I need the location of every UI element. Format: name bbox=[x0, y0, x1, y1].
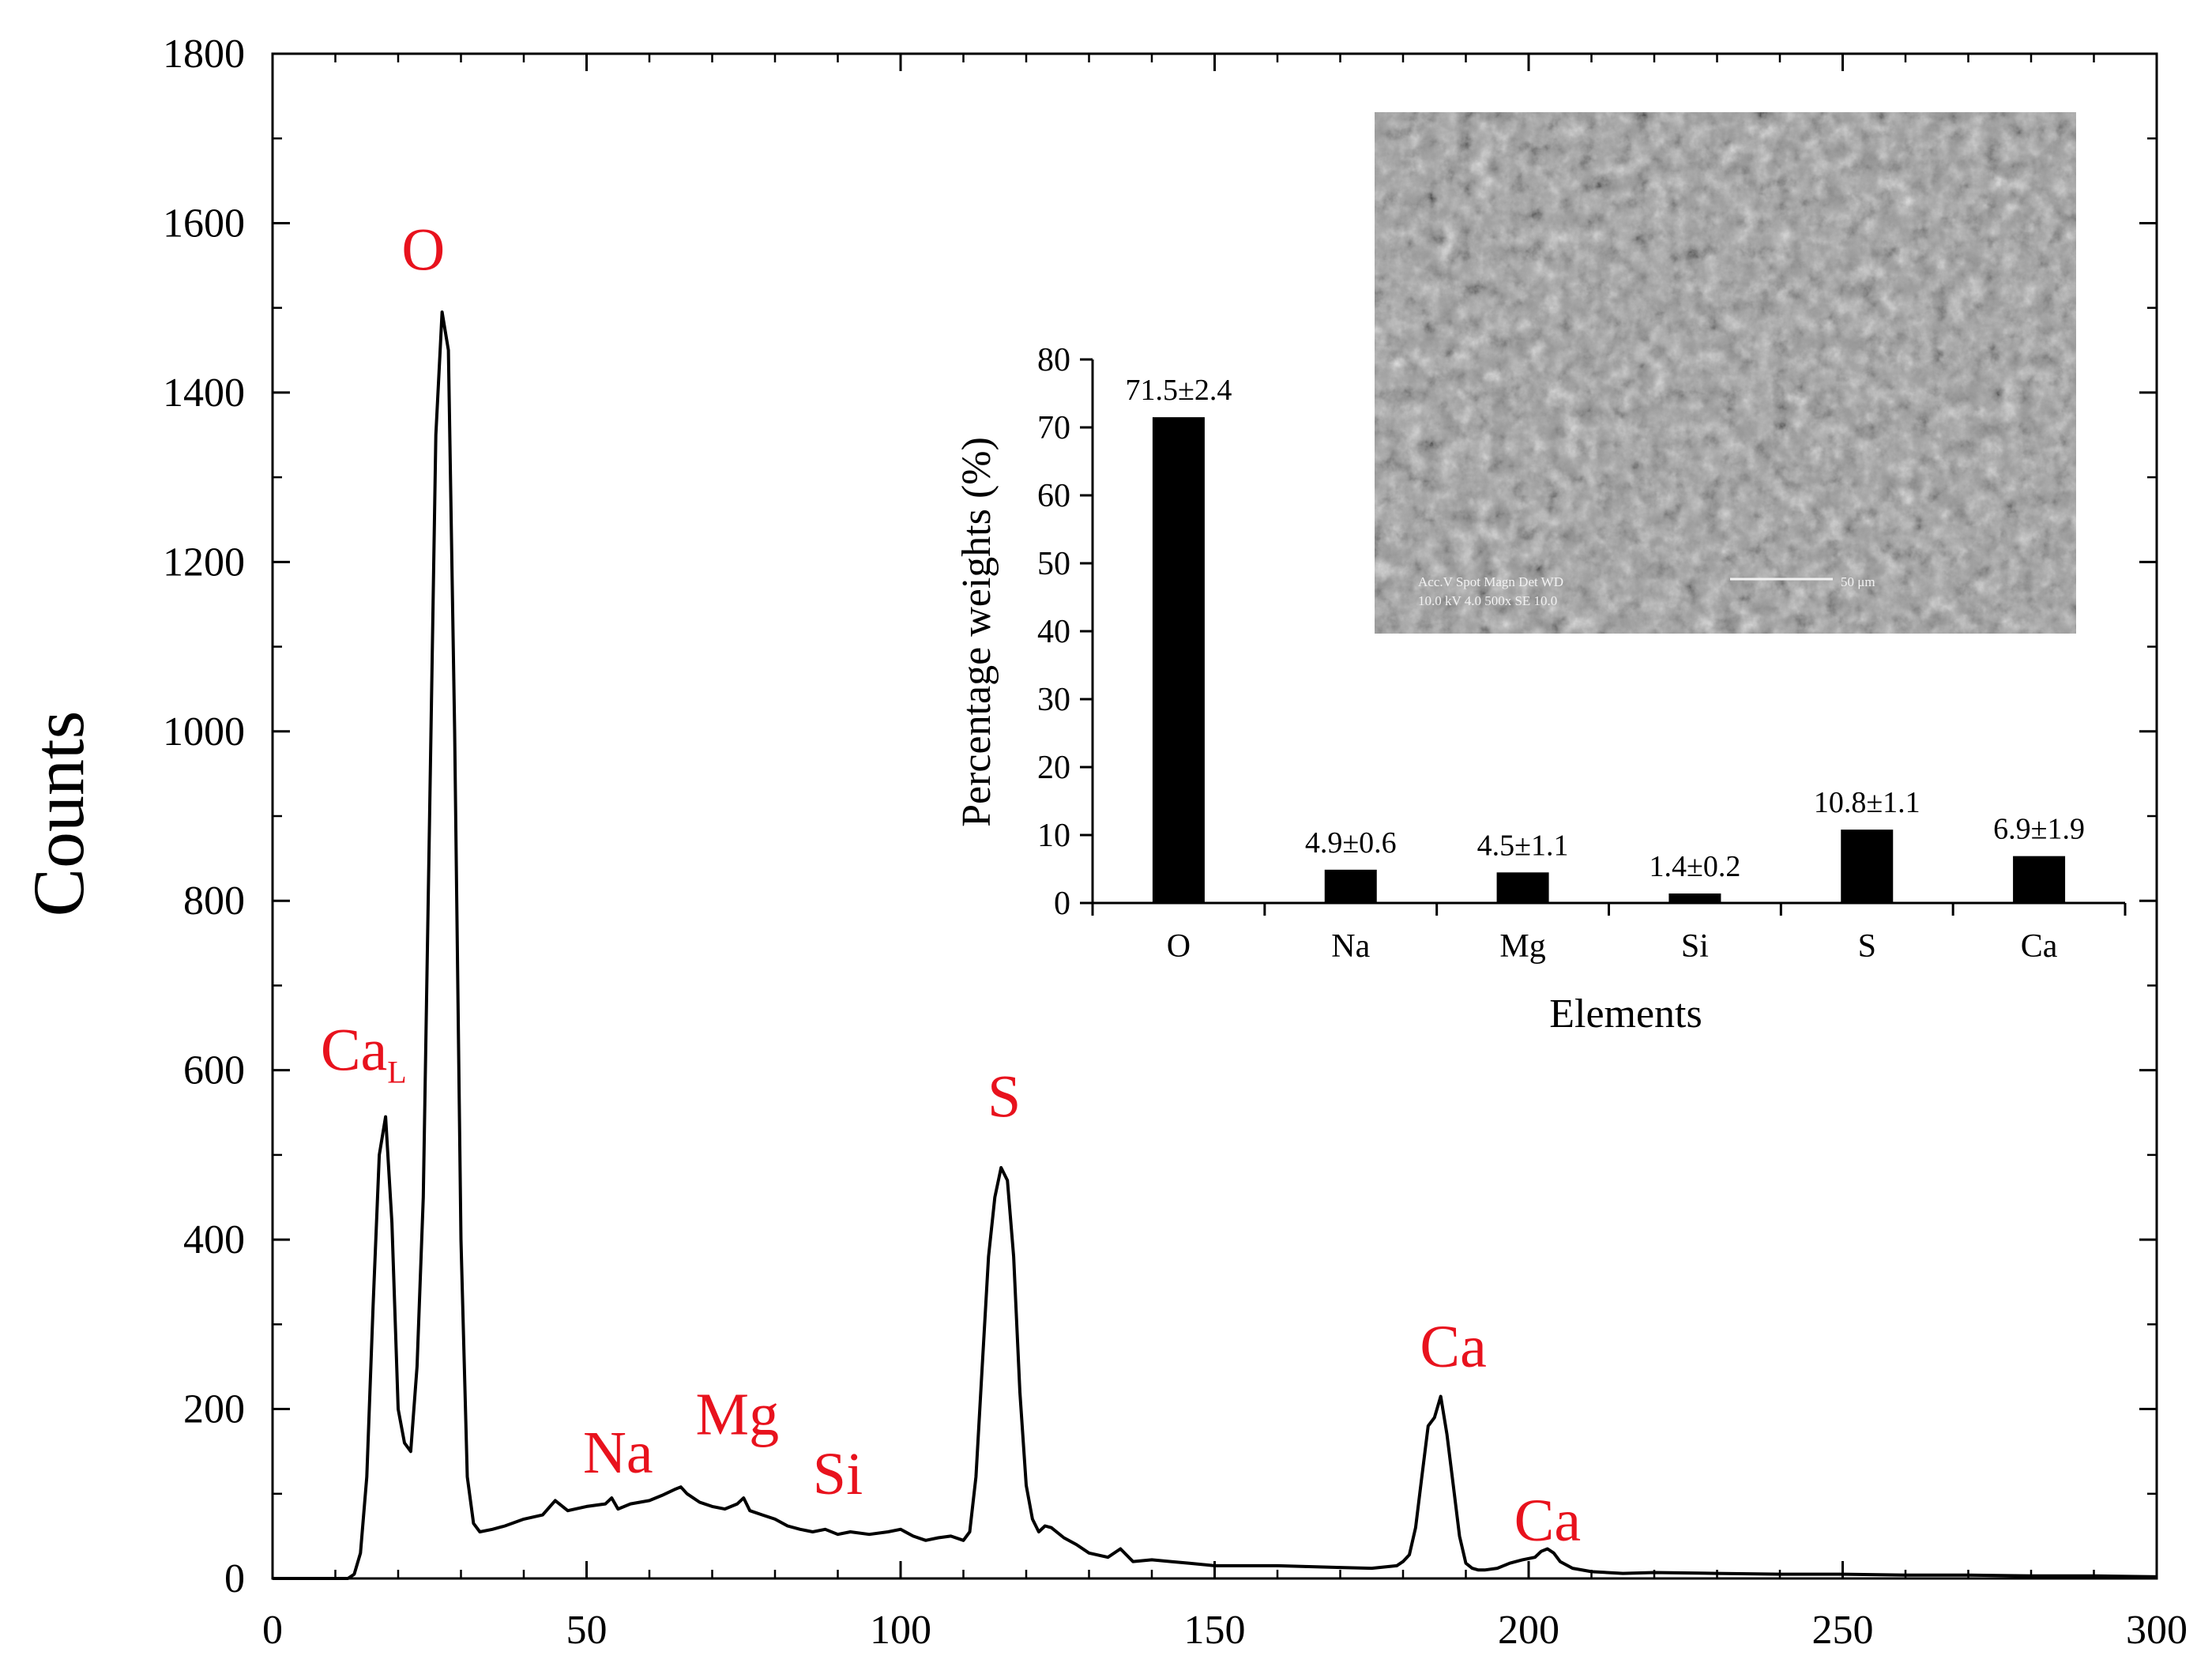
peak-label: Na bbox=[583, 1420, 653, 1486]
y-tick-label: 800 bbox=[183, 879, 245, 924]
x-tick-label: 50 bbox=[566, 1608, 608, 1653]
inset-bar-label: 4.9±0.6 bbox=[1305, 826, 1397, 860]
inset-y-tick-label: 0 bbox=[1054, 886, 1070, 922]
y-tick-label: 1400 bbox=[163, 371, 245, 416]
peak-label: S bbox=[988, 1064, 1021, 1131]
inset-x-axis-title: Elements bbox=[1549, 991, 1702, 1037]
inset-bar bbox=[2013, 856, 2066, 903]
y-tick-label: 600 bbox=[183, 1048, 245, 1093]
y-tick-label: 0 bbox=[224, 1556, 245, 1601]
x-tick-label: 150 bbox=[1184, 1608, 1246, 1653]
inset-bars: 71.5±2.4 4.9±0.6 4.5±1.1 1.4±0.2 10.8±1.1 6.9… bbox=[1125, 374, 2085, 903]
inset-x-tick-label: O bbox=[1167, 928, 1191, 965]
x-tick-label: 250 bbox=[1812, 1608, 1874, 1653]
x-tick-label: 300 bbox=[2126, 1608, 2188, 1653]
inset-y-axis: 0 10 20 30 40 50 60 70 80 bbox=[1037, 342, 1093, 922]
inset-y-tick-label: 40 bbox=[1037, 614, 1070, 650]
inset-bar bbox=[1496, 872, 1549, 903]
peak-labels: CaL O Na Mg Si S Ca Ca bbox=[321, 216, 1581, 1553]
peak-label: Ca bbox=[1420, 1314, 1486, 1380]
micrograph-scale-label: 50 μm bbox=[1841, 574, 1875, 589]
inset-x-tick-label: Si bbox=[1681, 928, 1709, 965]
inset-bar-label: 6.9±1.9 bbox=[1993, 813, 2085, 846]
peak-label: Ca bbox=[1514, 1488, 1581, 1554]
y-tick-label: 1800 bbox=[163, 32, 245, 77]
inset-y-tick-label: 70 bbox=[1037, 410, 1070, 446]
inset-x-tick-label: Mg bbox=[1499, 928, 1545, 965]
y-tick-label: 200 bbox=[183, 1387, 245, 1432]
inset-y-tick-label: 10 bbox=[1037, 818, 1070, 854]
inset-bar bbox=[1841, 830, 1894, 903]
y-tick-label: 1600 bbox=[163, 201, 245, 246]
inset-y-tick-label: 20 bbox=[1037, 750, 1070, 786]
inset-bar bbox=[1668, 893, 1721, 903]
inset-x-tick-label: Na bbox=[1331, 928, 1370, 965]
y-tick-label: 1000 bbox=[163, 709, 245, 754]
micrograph-info-line-2: 10.0 kV 4.0 500x SE 10.0 bbox=[1418, 593, 1557, 608]
inset-y-tick-label: 80 bbox=[1037, 342, 1070, 378]
inset-bar-label: 4.5±1.1 bbox=[1477, 829, 1569, 862]
inset-y-tick-label: 60 bbox=[1037, 478, 1070, 514]
inset-y-tick-label: 30 bbox=[1037, 682, 1070, 718]
inset-x-tick-label: S bbox=[1858, 928, 1876, 965]
micrograph-info-line-1: Acc.V Spot Magn Det WD bbox=[1418, 574, 1563, 589]
spectrum-line bbox=[273, 310, 2157, 1580]
inset-y-axis-title: Percentage weights (%) bbox=[954, 437, 999, 827]
y-tick-label: 400 bbox=[183, 1217, 245, 1262]
micrograph-texture bbox=[1375, 112, 2076, 634]
peak-label: Mg bbox=[696, 1382, 780, 1448]
x-tick-label: 200 bbox=[1498, 1608, 1559, 1653]
peak-label: CaL bbox=[321, 1018, 407, 1090]
inset-bar-chart: 0 10 20 30 40 50 60 70 80 O Na Mg Si S Ca 71.5±2.4 4.9… bbox=[954, 342, 2127, 1037]
x-axis: 0 50 100 150 200 250 300 bbox=[262, 54, 2188, 1653]
inset-bar-label: 71.5±2.4 bbox=[1125, 374, 1232, 407]
inset-bar-label: 1.4±0.2 bbox=[1649, 850, 1740, 883]
peak-label: O bbox=[401, 216, 445, 283]
peak-label: Si bbox=[813, 1441, 863, 1507]
inset-x-tick-label: Ca bbox=[2021, 928, 2058, 965]
inset-bar bbox=[1324, 869, 1377, 903]
inset-bar-label: 10.8±1.1 bbox=[1814, 786, 1920, 819]
y-axis-title: Counts bbox=[18, 711, 99, 917]
inset-x-axis: O Na Mg Si S Ca bbox=[1091, 903, 2127, 965]
sem-micrograph: Acc.V Spot Magn Det WD 10.0 kV 4.0 500x … bbox=[1375, 112, 2076, 634]
inset-y-tick-label: 50 bbox=[1037, 546, 1070, 582]
x-tick-label: 100 bbox=[870, 1608, 931, 1653]
x-tick-label: 0 bbox=[262, 1608, 283, 1653]
inset-bar bbox=[1152, 417, 1205, 903]
y-tick-label: 1200 bbox=[163, 540, 245, 585]
